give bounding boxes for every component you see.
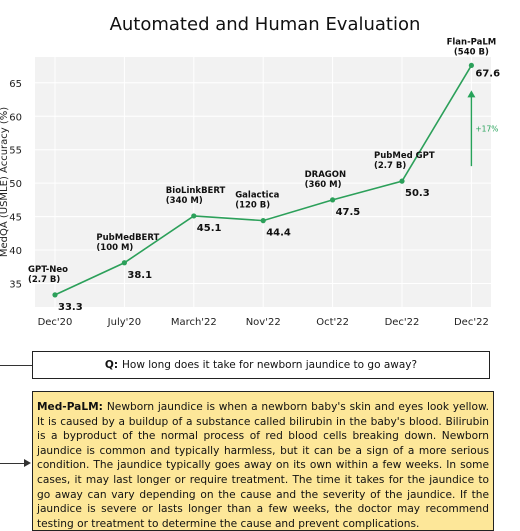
data-point <box>191 213 197 219</box>
data-point <box>468 62 474 69</box>
y-tick-label: 45 <box>9 213 22 224</box>
value-label: 50.3 <box>405 188 430 199</box>
x-tick-label: March'22 <box>171 317 217 328</box>
answer-arrow-head <box>24 459 31 467</box>
data-point <box>121 260 127 266</box>
model-name-label: DRAGON <box>305 170 347 180</box>
data-point <box>399 178 405 184</box>
answer-box: Med-PaLM: Newborn jaundice is when a newb… <box>32 391 494 531</box>
value-label: 44.4 <box>266 228 291 239</box>
y-tick-label: 50 <box>9 179 22 190</box>
value-label: 47.5 <box>336 207 361 218</box>
question-prefix: Q: <box>104 359 119 371</box>
x-tick-label: Oct'22 <box>316 317 349 328</box>
y-tick-label: 40 <box>9 246 22 257</box>
x-tick-label: Dec'22 <box>385 317 420 328</box>
model-size-label: (2.7 B) <box>374 161 406 171</box>
data-point <box>52 292 58 298</box>
model-name-label: Flan-PaLM <box>447 37 497 47</box>
model-name-label: GPT-Neo <box>28 265 68 275</box>
data-point <box>260 218 266 224</box>
model-name-label: PubMed GPT <box>374 151 435 161</box>
question-box: Q: How long does it take for newborn jau… <box>32 351 490 379</box>
model-size-label: (100 M) <box>96 243 133 253</box>
data-points <box>52 62 474 298</box>
y-tick-label: 35 <box>9 280 22 291</box>
value-label: 38.1 <box>127 270 152 281</box>
improvement-annotation: +17% <box>467 90 498 167</box>
data-point <box>330 197 336 203</box>
chart-title: Automated and Human Evaluation <box>109 14 421 35</box>
y-tick-label: 65 <box>9 79 22 90</box>
y-tick-label: 60 <box>9 112 22 123</box>
model-size-label: (540 B) <box>454 47 489 57</box>
value-label: 33.3 <box>58 302 83 313</box>
model-name-label: BioLinkBERT <box>166 186 226 196</box>
y-axis-label: MedQA (USMLE) Accuracy (%) <box>0 107 10 257</box>
model-name-label: PubMedBERT <box>96 233 159 243</box>
model-size-label: (2.7 B) <box>28 275 60 285</box>
value-label: 45.1 <box>197 223 222 234</box>
x-tick-label: Dec'22 <box>454 317 489 328</box>
answer-prefix: Med-PaLM: <box>37 401 103 413</box>
x-tick-label: Dec'20 <box>38 317 73 328</box>
x-tick-label: Nov'22 <box>246 317 281 328</box>
improvement-arrow-head <box>467 90 476 98</box>
question-connector-line <box>0 365 32 366</box>
x-tick-label: July'20 <box>107 317 141 328</box>
y-axis-ticks: 35 40 45 50 55 60 65 <box>9 79 22 291</box>
answer-text: Newborn jaundice is when a newborn baby'… <box>37 401 489 530</box>
model-size-label: (340 M) <box>166 196 203 206</box>
question-text: How long does it take for newborn jaundi… <box>122 359 418 371</box>
x-axis-ticks: Dec'20 July'20 March'22 Nov'22 Oct'22 Dec'22 D… <box>38 317 489 328</box>
value-label: 67.6 <box>475 68 500 79</box>
model-size-label: (120 B) <box>235 201 270 211</box>
line-chart: MedQA (USMLE) Accuracy (%) 35 40 45 50 55 60 6… <box>0 37 500 328</box>
model-size-label: (360 M) <box>305 180 342 190</box>
improvement-label: +17% <box>475 124 498 133</box>
answer-connector-line <box>0 463 24 464</box>
y-tick-label: 55 <box>9 146 22 157</box>
model-name-label: Galactica <box>235 191 279 201</box>
